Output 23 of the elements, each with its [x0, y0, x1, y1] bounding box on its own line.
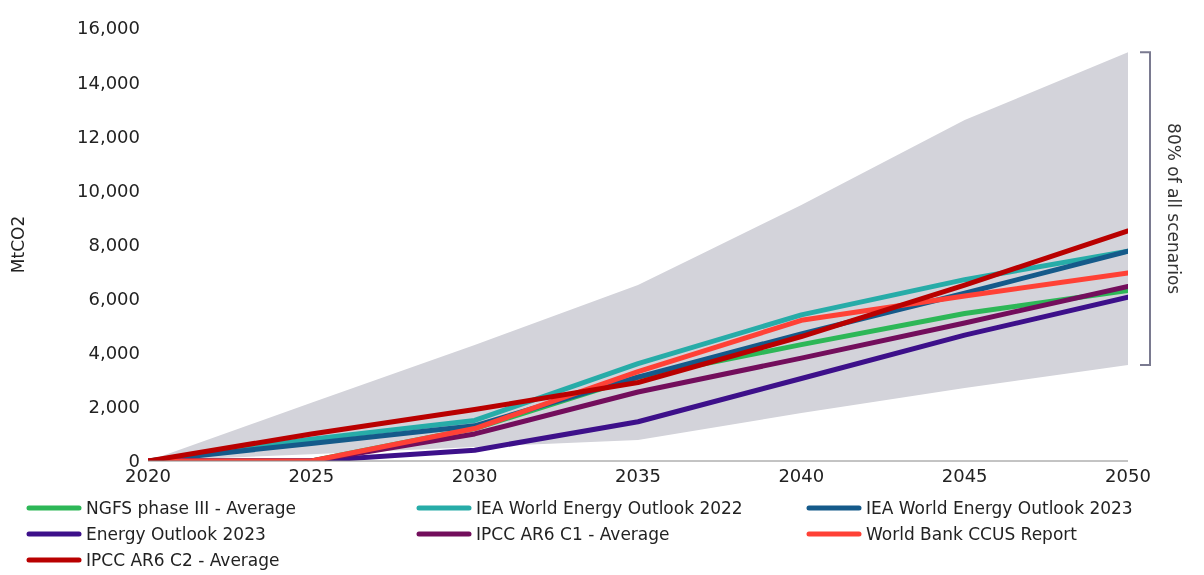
- x-tick-label: 2045: [941, 464, 988, 486]
- legend-label: NGFS phase III - Average: [86, 498, 297, 518]
- legend-label: Energy Outlook 2023: [86, 524, 266, 544]
- x-tick-label: 2050: [1105, 464, 1151, 486]
- text: 80% of all scenarios: [1164, 123, 1184, 295]
- x-tick-label: 2030: [451, 464, 498, 486]
- x-tick-label: 2040: [778, 464, 825, 486]
- legend-label: IPCC AR6 C2 - Average: [86, 550, 280, 570]
- y-tick-label: 16,000: [77, 17, 140, 39]
- legend-label: IPCC AR6 C1 - Average: [476, 524, 670, 544]
- y-tick-label: 4,000: [88, 342, 140, 364]
- legend-label: World Bank CCUS Report: [866, 524, 1077, 544]
- legend-label: IEA World Energy Outlook 2023: [866, 498, 1133, 518]
- y-tick-label: 8,000: [88, 233, 140, 255]
- y-tick-label: 12,000: [77, 125, 140, 147]
- y-tick-label: 10,000: [77, 179, 140, 201]
- y-tick-label: 6,000: [88, 288, 140, 310]
- x-tick-label: 2025: [288, 464, 335, 486]
- y-axis-title: MtCO2: [8, 215, 29, 274]
- legend-label: IEA World Energy Outlook 2022: [476, 498, 743, 518]
- y-tick-label: 2,000: [88, 396, 140, 418]
- x-tick-label: 2035: [615, 464, 661, 486]
- y-tick-label: 14,000: [77, 71, 140, 93]
